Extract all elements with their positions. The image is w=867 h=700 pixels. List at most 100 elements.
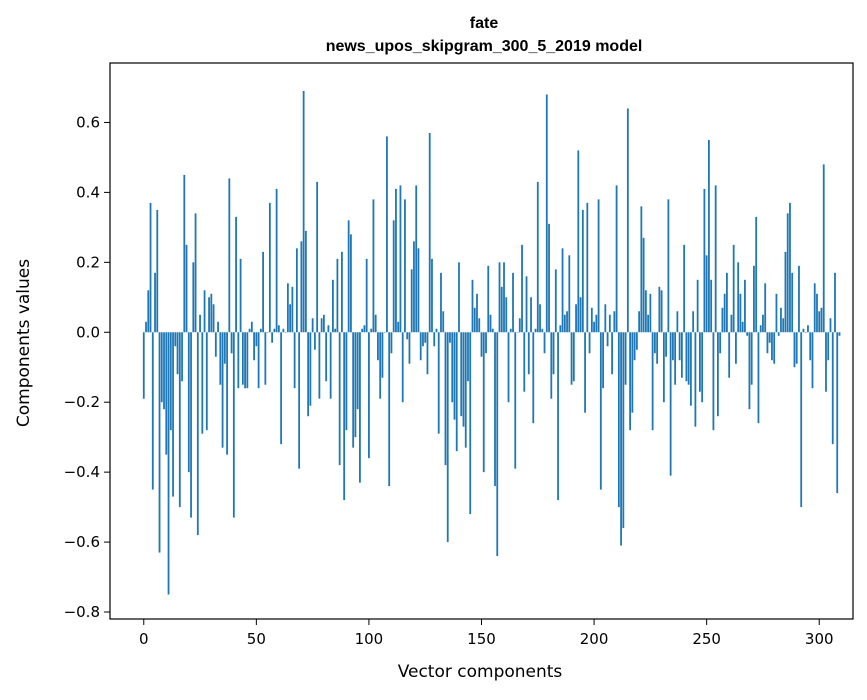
bar bbox=[473, 307, 476, 333]
x-tick-label: 250 bbox=[692, 630, 721, 648]
bar bbox=[807, 325, 809, 333]
bar bbox=[831, 332, 834, 445]
bar bbox=[593, 321, 595, 333]
bar bbox=[719, 332, 722, 354]
bar bbox=[386, 136, 388, 333]
bar bbox=[548, 223, 550, 333]
bar bbox=[365, 258, 368, 333]
bar bbox=[786, 213, 789, 333]
bar bbox=[516, 332, 519, 333]
bar bbox=[642, 237, 645, 333]
bar bbox=[708, 139, 710, 333]
bar bbox=[205, 332, 208, 431]
bar bbox=[253, 332, 255, 361]
bar bbox=[656, 332, 659, 364]
bar bbox=[187, 332, 190, 473]
bar bbox=[181, 332, 183, 382]
bar bbox=[444, 332, 447, 466]
bar bbox=[194, 213, 197, 333]
bar bbox=[167, 332, 170, 595]
x-axis-label: Vector components bbox=[398, 662, 563, 682]
bar bbox=[320, 318, 323, 333]
bar bbox=[530, 297, 532, 333]
bar bbox=[329, 332, 332, 399]
bar bbox=[626, 108, 629, 333]
bar bbox=[149, 202, 152, 333]
bar bbox=[662, 332, 665, 403]
y-tick-label: −0.2 bbox=[64, 393, 100, 411]
bar bbox=[649, 293, 652, 333]
bar bbox=[239, 258, 242, 333]
bar bbox=[156, 209, 159, 333]
bar bbox=[615, 185, 618, 333]
bar bbox=[172, 332, 174, 497]
bar bbox=[345, 332, 348, 431]
bar bbox=[352, 332, 355, 448]
bar bbox=[471, 279, 474, 333]
bar bbox=[199, 314, 201, 333]
bar bbox=[606, 332, 609, 347]
x-tick-label: 150 bbox=[467, 630, 496, 648]
bar bbox=[235, 216, 237, 333]
bar bbox=[271, 332, 274, 343]
bar bbox=[588, 332, 591, 354]
bar bbox=[782, 318, 785, 333]
bar bbox=[347, 220, 350, 333]
bar bbox=[302, 90, 305, 333]
bar bbox=[374, 314, 377, 333]
bar bbox=[768, 332, 771, 343]
bar bbox=[640, 206, 643, 333]
bar bbox=[437, 332, 440, 434]
plot-area-frame bbox=[109, 62, 854, 620]
bar bbox=[176, 332, 179, 375]
bar bbox=[397, 321, 400, 333]
bar bbox=[158, 332, 161, 553]
bar bbox=[523, 332, 526, 392]
bar bbox=[469, 332, 472, 515]
bar bbox=[518, 318, 521, 333]
bar bbox=[433, 332, 436, 347]
bar bbox=[586, 202, 589, 333]
bar bbox=[746, 332, 749, 336]
bar bbox=[480, 332, 483, 357]
bar bbox=[264, 332, 267, 385]
bar bbox=[424, 332, 427, 343]
bar bbox=[721, 307, 724, 333]
bar bbox=[732, 244, 735, 333]
bar bbox=[838, 332, 841, 336]
bar bbox=[322, 314, 325, 333]
bar bbox=[692, 311, 695, 333]
bar bbox=[563, 314, 566, 333]
bar bbox=[368, 332, 370, 459]
bar bbox=[350, 234, 352, 333]
bar bbox=[248, 328, 251, 333]
bar bbox=[221, 332, 224, 448]
bar bbox=[361, 328, 364, 333]
bar bbox=[307, 332, 310, 417]
bar bbox=[748, 332, 751, 410]
bar bbox=[602, 332, 604, 389]
bar bbox=[685, 332, 688, 382]
bar bbox=[635, 332, 638, 350]
bar bbox=[417, 248, 420, 333]
bar bbox=[241, 332, 244, 385]
bar bbox=[496, 332, 499, 557]
bar bbox=[674, 332, 677, 385]
bar bbox=[498, 262, 501, 333]
x-tick-label: 0 bbox=[139, 630, 149, 648]
bar bbox=[676, 311, 679, 333]
bar bbox=[813, 283, 816, 333]
bar bbox=[712, 332, 715, 431]
bar bbox=[687, 332, 690, 385]
bar bbox=[726, 272, 728, 333]
bar bbox=[383, 332, 386, 333]
bar bbox=[762, 314, 764, 333]
bar bbox=[392, 220, 395, 333]
bar bbox=[505, 297, 508, 333]
bar bbox=[620, 332, 622, 546]
bar bbox=[255, 332, 258, 347]
bar bbox=[246, 332, 249, 389]
bar bbox=[431, 258, 433, 333]
bar bbox=[476, 293, 478, 333]
